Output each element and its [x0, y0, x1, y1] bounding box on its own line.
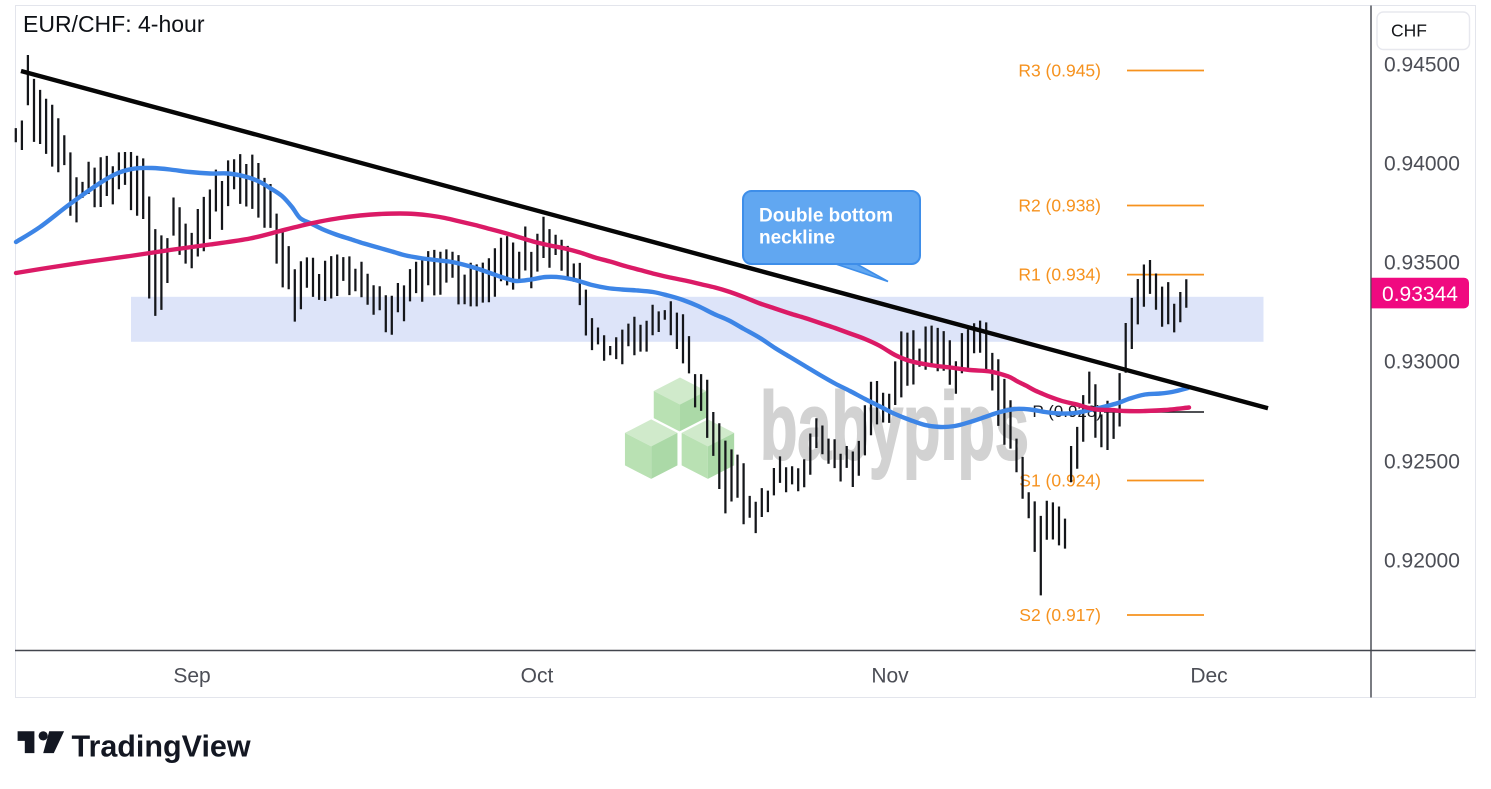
svg-text:Nov: Nov [871, 665, 909, 688]
svg-text:0.94000: 0.94000 [1384, 153, 1460, 176]
svg-text:neckline: neckline [759, 228, 835, 249]
svg-text:Dec: Dec [1190, 665, 1227, 688]
svg-text:EUR/CHF: 4-hour: EUR/CHF: 4-hour [23, 11, 205, 37]
svg-text:S2 (0.917): S2 (0.917) [1019, 605, 1101, 625]
svg-text:0.93344: 0.93344 [1382, 283, 1458, 306]
svg-text:CHF: CHF [1391, 21, 1427, 41]
svg-text:0.92500: 0.92500 [1384, 451, 1460, 474]
svg-text:R3 (0.945): R3 (0.945) [1018, 61, 1101, 81]
svg-text:0.93000: 0.93000 [1384, 351, 1460, 374]
svg-text:R1 (0.934): R1 (0.934) [1018, 265, 1101, 285]
svg-text:0.92000: 0.92000 [1384, 550, 1460, 573]
svg-text:Oct: Oct [521, 665, 554, 688]
svg-text:S1 (0.924): S1 (0.924) [1019, 471, 1101, 491]
svg-text:Sep: Sep [173, 665, 210, 688]
svg-text:TradingView: TradingView [72, 730, 251, 764]
svg-text:0.94500: 0.94500 [1384, 54, 1460, 77]
svg-text:Double bottom: Double bottom [759, 206, 893, 227]
svg-text:0.93500: 0.93500 [1384, 252, 1460, 275]
svg-text:R2 (0.938): R2 (0.938) [1018, 196, 1101, 216]
